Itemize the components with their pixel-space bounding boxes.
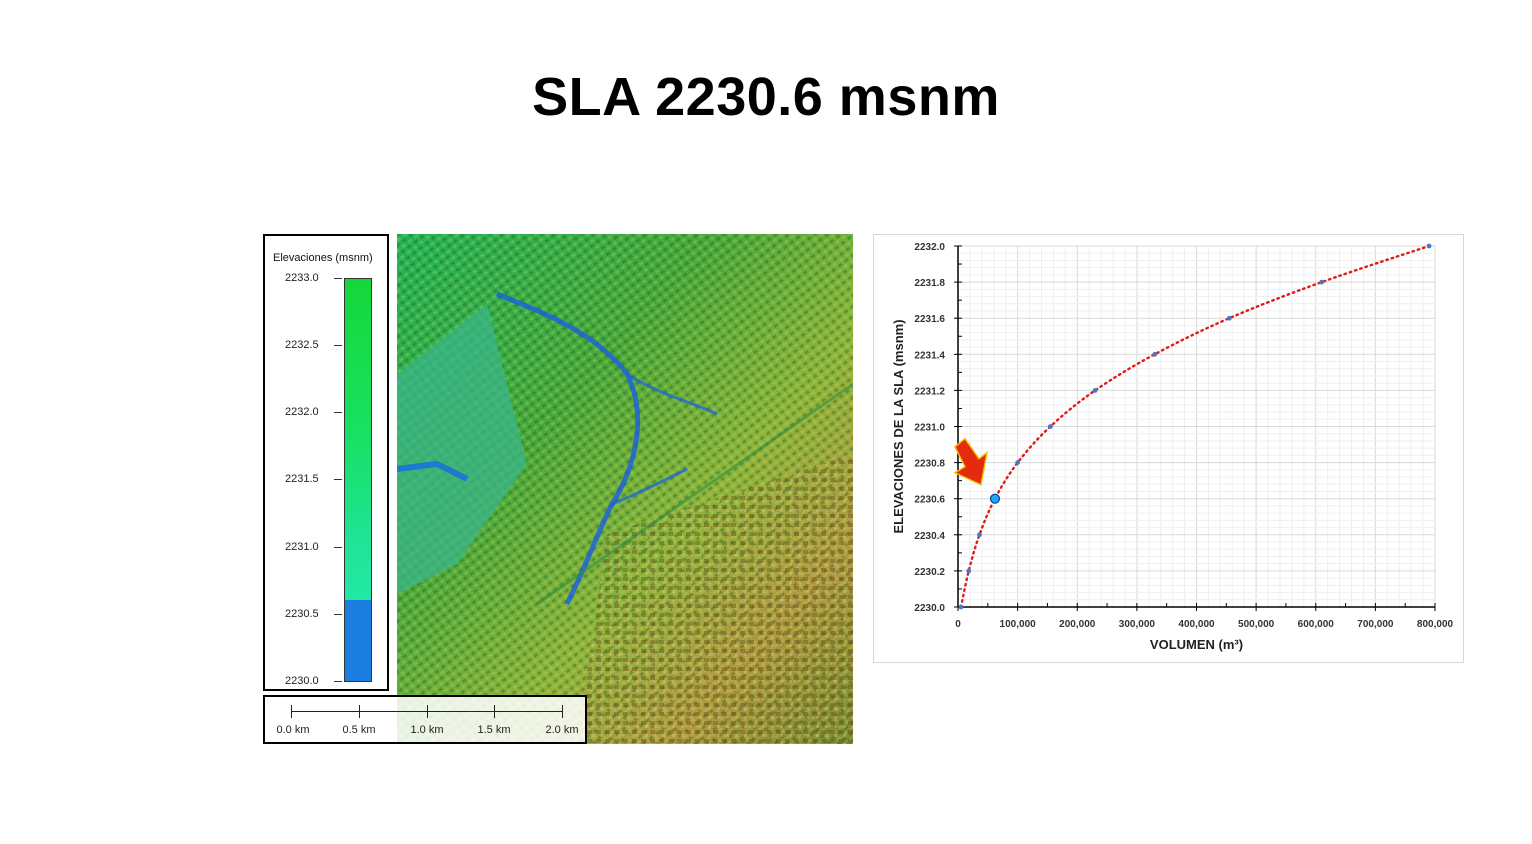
y-axis-title: ELEVACIONES DE LA SLA (msnm) xyxy=(891,319,906,533)
y-tick-label: 2230.6 xyxy=(914,495,945,506)
elevation-map xyxy=(397,234,853,744)
data-point xyxy=(1092,388,1098,393)
elevation-map-panel: Elevaciones (msnm) 2233.0 2232.5 2232.0 … xyxy=(263,234,853,744)
scale-bar: 0.0 km 0.5 km 1.0 km 1.5 km 2.0 km xyxy=(263,695,587,744)
data-point xyxy=(977,532,982,538)
scale-tick xyxy=(427,705,428,718)
data-point xyxy=(958,604,964,610)
legend-color-bar xyxy=(344,278,372,682)
legend-tick: 2232.0 xyxy=(285,406,342,418)
x-tick-label: 300,000 xyxy=(1119,619,1156,630)
scale-line xyxy=(291,711,562,712)
y-tick-label: 2232.0 xyxy=(914,242,945,253)
data-point xyxy=(966,568,972,574)
legend-band-below-threshold xyxy=(345,600,371,681)
scale-label: 2.0 km xyxy=(545,724,579,736)
data-point xyxy=(1226,315,1232,321)
x-tick-label: 400,000 xyxy=(1178,619,1215,630)
y-tick-label: 2231.8 xyxy=(914,278,945,289)
volume-elevation-chart: 2230.0 2230.2 2230.4 2230.6 2230.8 2231.0 2231… xyxy=(873,234,1464,663)
x-tick-label: 800,000 xyxy=(1417,619,1454,630)
data-point xyxy=(1319,279,1325,285)
scale-label: 0.5 km xyxy=(342,724,376,736)
legend-title: Elevaciones (msnm) xyxy=(273,252,373,264)
trendline xyxy=(959,244,1431,609)
legend-tick: 2231.5 xyxy=(285,473,342,485)
scale-label: 1.5 km xyxy=(477,724,511,736)
x-tick-label: 200,000 xyxy=(1059,619,1096,630)
x-tick-label: 600,000 xyxy=(1298,619,1335,630)
legend-tick: 2230.5 xyxy=(285,608,342,620)
axes xyxy=(954,245,1436,611)
trendline-path xyxy=(959,244,1431,609)
y-tick-label: 2231.4 xyxy=(914,350,945,361)
data-point xyxy=(1152,351,1158,357)
y-tick-label: 2231.6 xyxy=(914,314,945,325)
data-point xyxy=(1015,460,1021,465)
y-tick-label: 2230.4 xyxy=(914,531,945,542)
legend-tick: 2231.0 xyxy=(285,541,342,553)
tick-labels: 2230.0 2230.2 2230.4 2230.6 2230.8 2231.0 2231… xyxy=(914,242,1453,630)
legend-tick: 2233.0 xyxy=(285,272,342,284)
low-channel xyxy=(496,291,641,606)
y-tick-label: 2231.2 xyxy=(914,386,945,397)
y-tick-label: 2230.8 xyxy=(914,459,945,470)
y-tick-label: 2230.0 xyxy=(914,603,945,614)
pointer-arrow-icon xyxy=(953,437,988,486)
scale-tick xyxy=(494,705,495,718)
data-point xyxy=(1426,243,1432,249)
x-tick-label: 100,000 xyxy=(1000,619,1037,630)
legend-band-above-threshold xyxy=(345,279,371,600)
x-axis-title: VOLUMEN (m³) xyxy=(1150,637,1243,652)
legend-tick: 2230.0 xyxy=(285,675,342,687)
elevation-legend: Elevaciones (msnm) 2233.0 2232.5 2232.0 … xyxy=(263,234,389,691)
slide-title: SLA 2230.6 msnm xyxy=(532,67,1000,127)
scale-label: 1.0 km xyxy=(410,724,444,736)
grid xyxy=(957,245,1436,608)
y-tick-label: 2231.0 xyxy=(914,423,945,434)
x-tick-label: 700,000 xyxy=(1357,619,1394,630)
legend-tick: 2232.5 xyxy=(285,339,342,351)
scale-tick xyxy=(562,705,563,718)
x-tick-label: 0 xyxy=(955,619,961,630)
chart-svg: 2230.0 2230.2 2230.4 2230.6 2230.8 2231.0 2231… xyxy=(891,242,1454,652)
scale-label: 0.0 km xyxy=(276,724,310,736)
data-point xyxy=(1048,424,1053,429)
terrain-raster xyxy=(397,234,853,744)
highlight xyxy=(953,437,1001,504)
highlight-point xyxy=(989,493,1001,504)
x-tick-label: 500,000 xyxy=(1238,619,1275,630)
scale-tick xyxy=(359,705,360,718)
smooth-plain xyxy=(397,304,527,594)
scale-tick xyxy=(291,705,292,718)
y-tick-label: 2230.2 xyxy=(914,567,945,578)
